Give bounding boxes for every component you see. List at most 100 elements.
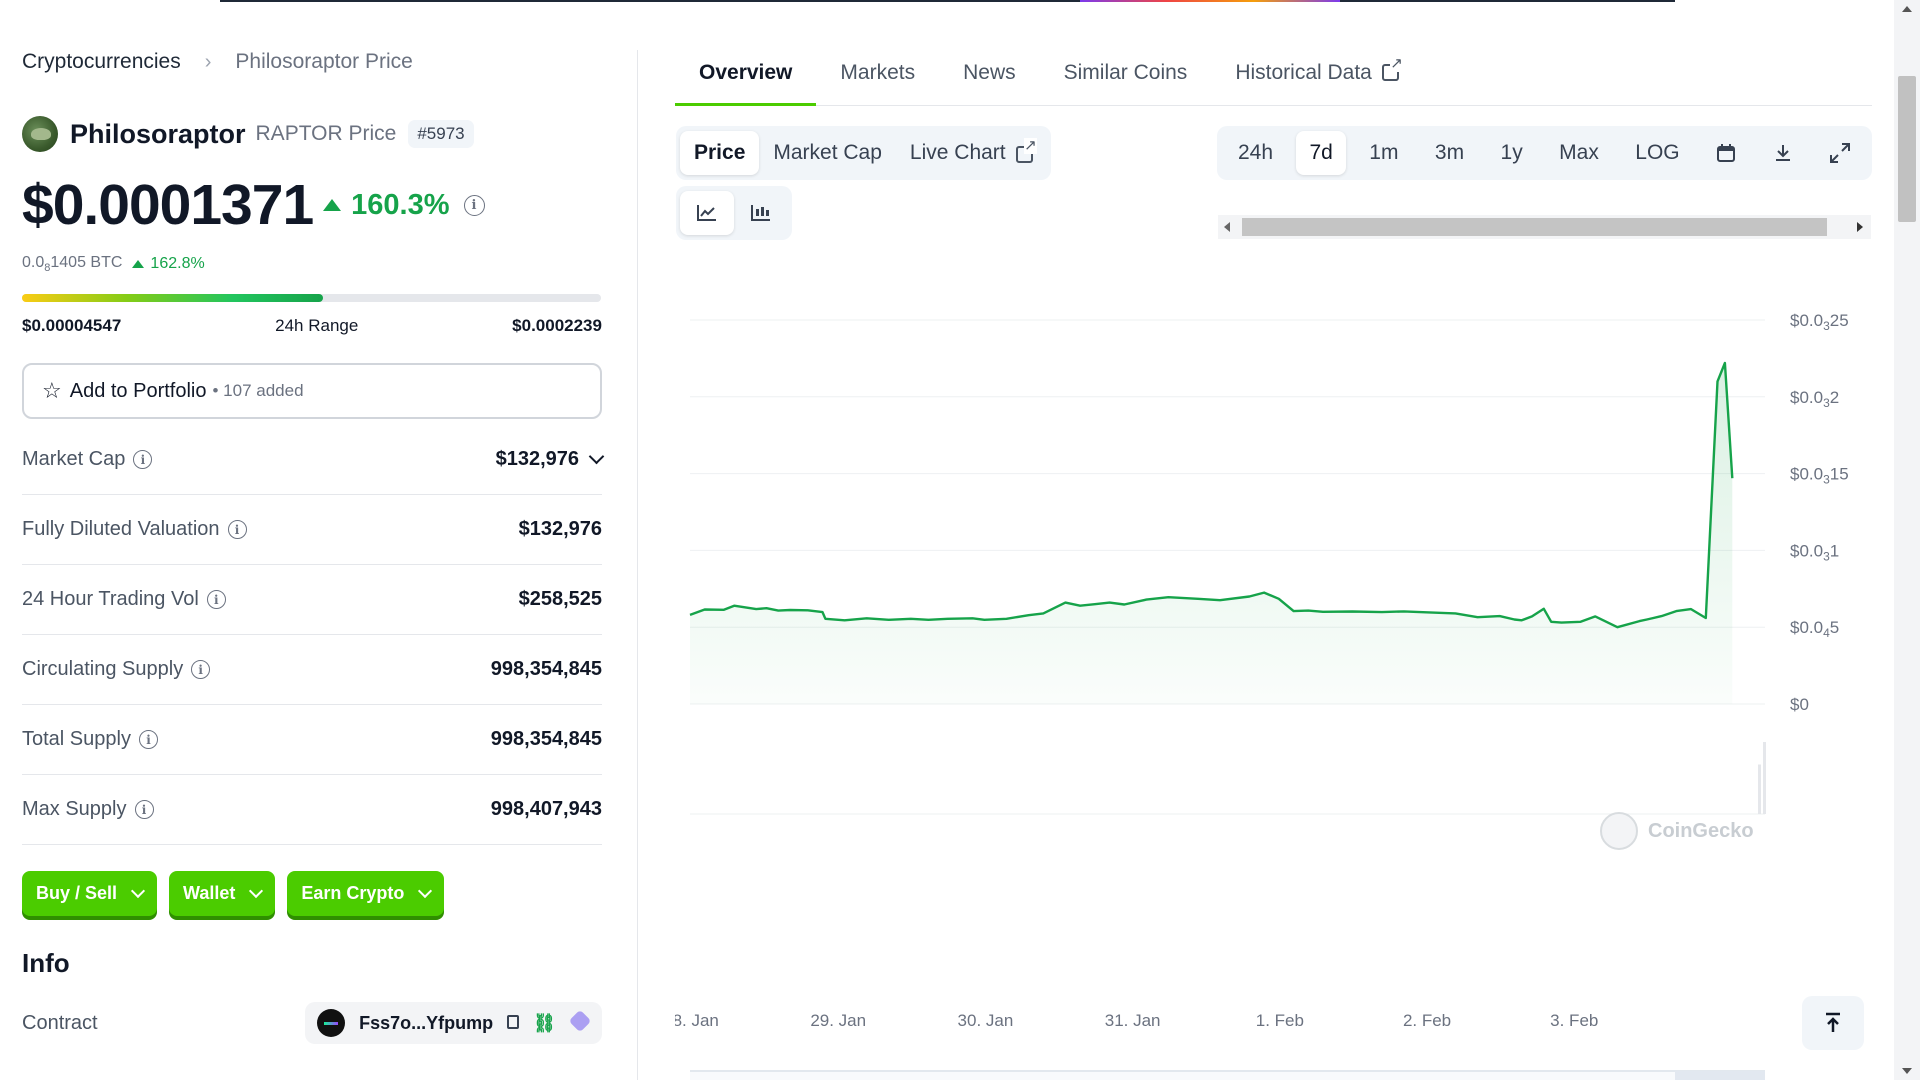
chevron-down-icon xyxy=(130,883,146,898)
watermark-label: CoinGecko xyxy=(1648,819,1754,842)
coin-price: $0.0001371 xyxy=(22,173,314,237)
calendar-button[interactable] xyxy=(1703,131,1749,175)
range-high: $0.0002239 xyxy=(512,316,602,335)
chart-metric-selector: Price Market Cap Live Chart xyxy=(676,126,1051,180)
stat-value: $132,976 xyxy=(518,518,602,540)
x-tick-label: 2. Feb xyxy=(1403,1011,1451,1030)
tab-news[interactable]: News xyxy=(963,61,1016,84)
info-icon[interactable]: i xyxy=(138,730,158,749)
contract-label: Contract xyxy=(22,1011,98,1034)
caret-up-icon xyxy=(132,260,145,269)
portfolio-added-count: • 107 added xyxy=(212,381,304,400)
earn-crypto-button[interactable]: Earn Crypto xyxy=(287,871,445,916)
coingecko-watermark: CoinGecko xyxy=(1600,812,1754,850)
range-7d-button[interactable]: 7d xyxy=(1296,131,1346,175)
contract-row: Contract Fss7o...Yfpump ⛓ xyxy=(22,1002,602,1044)
range-24h-button[interactable]: 24h xyxy=(1238,141,1274,164)
scroll-to-top-button[interactable] xyxy=(1802,996,1864,1050)
info-icon[interactable]: i xyxy=(206,590,226,609)
solana-icon xyxy=(317,1009,346,1037)
phantom-wallet-icon[interactable] xyxy=(568,1009,592,1036)
range-24h-bar xyxy=(22,294,601,302)
stat-label: Max Supply xyxy=(22,798,127,820)
breadcrumb-link-cryptocurrencies[interactable]: Cryptocurrencies xyxy=(22,50,181,73)
range-1y-button[interactable]: 1y xyxy=(1500,141,1523,164)
log-scale-button[interactable]: LOG xyxy=(1635,141,1680,164)
breadcrumb: Cryptocurrencies › Philosoraptor Price xyxy=(22,50,413,74)
tab-historical-data[interactable]: Historical Data xyxy=(1211,48,1423,106)
stat-label: Circulating Supply xyxy=(22,658,184,680)
live-chart-label: Live Chart xyxy=(909,141,1006,164)
info-icon[interactable]: i xyxy=(191,660,211,679)
y-tick-label: $0.031 xyxy=(1790,541,1839,563)
btc-price: 0.081405 BTC xyxy=(22,254,123,275)
external-link-icon xyxy=(1381,56,1403,81)
scroll-left-arrow-icon[interactable] xyxy=(1224,222,1230,232)
info-icon[interactable]: i xyxy=(133,450,153,469)
chevron-down-icon xyxy=(588,448,605,465)
info-icon[interactable]: i xyxy=(134,800,154,819)
range-max-button[interactable]: Max xyxy=(1559,141,1599,164)
earn-crypto-label: Earn Crypto xyxy=(301,883,405,903)
chevron-down-icon xyxy=(249,883,264,898)
tab-historical-data-label: Historical Data xyxy=(1235,61,1372,84)
arrow-up-to-line-icon xyxy=(1826,1012,1840,1032)
metric-market-cap-button[interactable]: Market Cap xyxy=(773,141,882,164)
caret-up-icon xyxy=(323,199,342,211)
x-tick-label: 31. Jan xyxy=(1105,1011,1161,1030)
price-chart[interactable]: $0 $0.045 $0.031 $0.0315 $0.032 $0.0325 28. J… xyxy=(663,290,1875,1080)
scroll-up-arrow-icon[interactable] xyxy=(1902,6,1912,12)
explorer-link-icon[interactable]: ⛓ xyxy=(533,1012,556,1033)
x-tick-label: 3. Feb xyxy=(1550,1011,1598,1030)
chevron-down-icon xyxy=(418,883,433,898)
range-3m-button[interactable]: 3m xyxy=(1434,141,1465,164)
calendar-icon xyxy=(1717,144,1736,162)
tab-markets[interactable]: Markets xyxy=(840,61,916,84)
market-cap-dropdown[interactable]: $132,976 xyxy=(496,448,605,471)
download-icon xyxy=(1775,145,1790,161)
y-tick-label: $0.032 xyxy=(1790,388,1839,410)
metric-live-chart-button[interactable]: Live Chart xyxy=(896,131,1047,175)
info-icon[interactable]: i xyxy=(227,520,247,539)
buy-sell-button[interactable]: Buy / Sell xyxy=(22,871,158,916)
copy-icon[interactable] xyxy=(507,1013,520,1034)
download-button[interactable] xyxy=(1760,131,1806,175)
fullscreen-button[interactable] xyxy=(1816,131,1864,175)
stat-label: Fully Diluted Valuation xyxy=(22,518,220,540)
range-1m-button[interactable]: 1m xyxy=(1369,141,1399,164)
stat-label: Total Supply xyxy=(22,728,131,750)
line-chart-icon xyxy=(697,205,716,221)
stat-row-total-supply: Total Supply i 998,354,845 xyxy=(22,705,602,775)
chart-navigator-scrollbar[interactable] xyxy=(1218,215,1871,239)
chart-type-selector xyxy=(676,186,792,240)
wallet-button[interactable]: Wallet xyxy=(169,871,276,916)
contract-address[interactable]: Fss7o...Yfpump xyxy=(359,1012,494,1033)
metric-price-button[interactable]: Price xyxy=(680,131,760,175)
navigator-thumb[interactable] xyxy=(1242,218,1827,236)
price-row: $0.0001371 160.3% i xyxy=(22,172,485,238)
x-tick-label: 30. Jan xyxy=(958,1011,1014,1030)
navigator-selection xyxy=(1675,1071,1765,1080)
tab-overview[interactable]: Overview xyxy=(675,48,817,106)
candlestick-chart-button[interactable] xyxy=(734,191,788,235)
x-tick-label: 29. Jan xyxy=(810,1011,866,1030)
scroll-right-arrow-icon[interactable] xyxy=(1857,222,1863,232)
coingecko-logo-icon xyxy=(1600,812,1638,850)
price-line xyxy=(689,361,1734,629)
line-chart-button[interactable] xyxy=(680,191,734,235)
price-change-value: 160.3% xyxy=(351,188,450,221)
page-scrollbar[interactable] xyxy=(1894,0,1920,1080)
x-tick-label: 1. Feb xyxy=(1256,1011,1304,1030)
stats-table: Market Cap i $132,976 Fully Diluted Valua… xyxy=(22,425,605,845)
y-tick-label: $0.045 xyxy=(1790,618,1839,640)
price-chart-svg: $0 $0.045 $0.031 $0.0315 $0.032 $0.0325 28. J… xyxy=(663,311,1849,1080)
info-icon[interactable]: i xyxy=(463,194,485,216)
add-to-portfolio-button[interactable]: ☆ Add to Portfolio • 107 added xyxy=(22,363,602,419)
price-change-24h: 160.3% xyxy=(323,188,450,222)
time-range-selector: 24h 7d 1m 3m 1y Max LOG xyxy=(1217,126,1872,180)
range-low: $0.00004547 xyxy=(22,316,122,335)
stat-label: 24 Hour Trading Vol xyxy=(22,588,199,610)
tab-similar-coins[interactable]: Similar Coins xyxy=(1063,61,1188,84)
scroll-down-arrow-icon[interactable] xyxy=(1902,1068,1912,1074)
page-scroll-thumb[interactable] xyxy=(1898,76,1916,222)
